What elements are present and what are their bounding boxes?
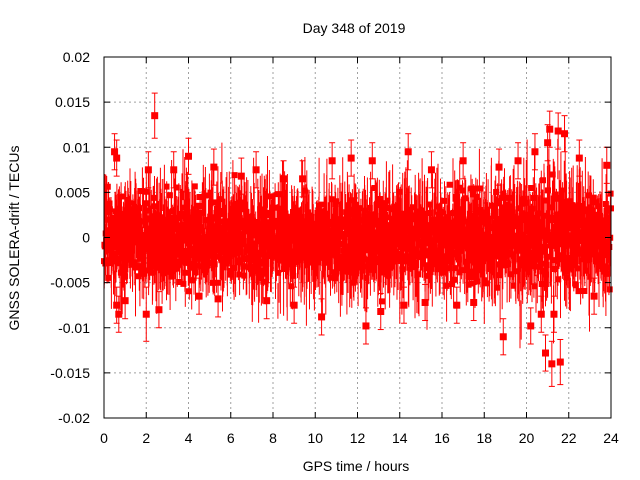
data-point	[495, 163, 503, 171]
x-tick-label: 6	[227, 430, 235, 446]
data-point	[590, 292, 598, 300]
data-point	[550, 310, 558, 318]
data-point	[195, 292, 203, 300]
axis-ticks: 0 2 4 6 8 10 12 14 16 18 20 22 24-0.02-0.015-0.01-0.…	[50, 49, 619, 446]
data-point	[400, 301, 408, 309]
y-tick-label: 0.02	[63, 49, 90, 65]
x-tick-label: 18	[476, 430, 492, 446]
data-point	[299, 175, 307, 183]
data-point	[421, 298, 429, 306]
x-tick-label: 10	[307, 430, 323, 446]
data-point	[603, 161, 611, 169]
data-point	[318, 313, 326, 321]
data-point	[155, 306, 163, 314]
data-point	[252, 166, 260, 174]
data-point	[404, 148, 412, 156]
x-tick-label: 14	[392, 430, 408, 446]
data-point	[144, 166, 152, 174]
y-tick-label: 0.005	[55, 184, 90, 200]
data-point	[544, 139, 552, 147]
y-tick-label: 0.015	[55, 94, 90, 110]
data-point	[142, 310, 150, 318]
x-tick-label: 22	[561, 430, 577, 446]
data-point	[459, 157, 467, 165]
data-point	[542, 349, 550, 357]
data-point	[427, 166, 435, 174]
data-point	[111, 148, 119, 156]
data-point	[362, 322, 370, 330]
data-point	[554, 127, 562, 135]
data-point	[548, 360, 556, 368]
data-point	[113, 154, 121, 162]
data-point	[453, 301, 461, 309]
data-point	[121, 297, 129, 305]
marker-band	[101, 171, 614, 305]
y-tick-label: -0.02	[58, 410, 90, 426]
y-axis-label: GNSS SOLERA-drift / TECUs	[6, 146, 22, 331]
x-tick-label: 16	[434, 430, 450, 446]
data-point	[280, 175, 288, 183]
data-point	[113, 301, 121, 309]
data-point	[527, 322, 535, 330]
y-tick-label: 0	[82, 230, 90, 246]
data-point	[210, 163, 218, 171]
data-point	[347, 154, 355, 162]
data-point	[514, 157, 522, 165]
x-tick-label: 2	[142, 430, 150, 446]
x-axis-label: GPS time / hours	[303, 458, 410, 474]
x-tick-label: 4	[185, 430, 193, 446]
data-point	[377, 308, 385, 316]
data-point	[151, 112, 159, 120]
data-point	[263, 297, 271, 305]
chart-title: Day 348 of 2019	[303, 20, 406, 36]
data-point	[170, 166, 178, 174]
data-point	[328, 157, 336, 165]
data-point	[368, 157, 376, 165]
data-point	[237, 172, 245, 180]
y-tick-label: -0.005	[50, 275, 90, 291]
x-tick-label: 12	[350, 430, 366, 446]
data-point	[470, 298, 478, 306]
data-point	[185, 152, 192, 160]
x-tick-label: 20	[519, 430, 535, 446]
data-point	[214, 295, 222, 303]
y-tick-label: 0.01	[63, 139, 90, 155]
data-point	[537, 310, 545, 318]
x-tick-label: 0	[100, 430, 108, 446]
y-tick-label: -0.01	[58, 320, 90, 336]
x-tick-label: 8	[269, 430, 277, 446]
data-point	[575, 154, 583, 162]
data-point	[561, 130, 569, 138]
data-point	[546, 125, 554, 133]
y-tick-label: -0.015	[50, 365, 90, 381]
data-point	[115, 310, 123, 318]
data-point	[499, 333, 507, 341]
data-point	[531, 148, 539, 156]
x-tick-label: 24	[603, 430, 619, 446]
data-point	[290, 301, 298, 309]
data-point	[556, 358, 564, 366]
